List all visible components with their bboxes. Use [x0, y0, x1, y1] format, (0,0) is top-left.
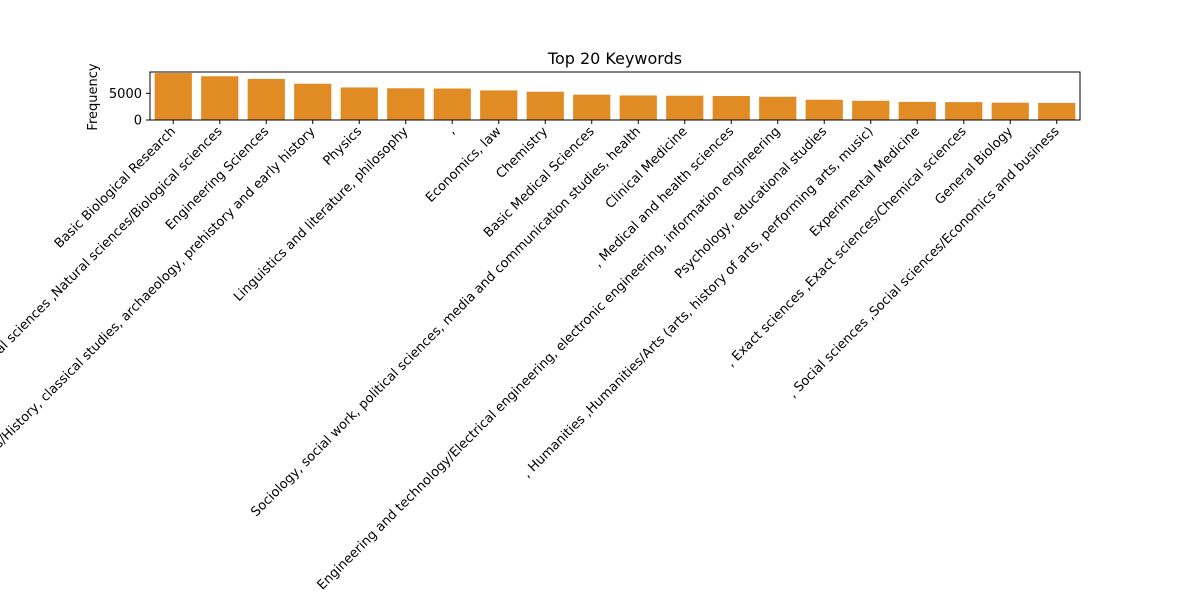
x-tick-label-15: , Humanities ,Humanities/Arts (arts, his…	[520, 124, 877, 481]
bar-11	[666, 95, 704, 120]
bar-15	[852, 100, 890, 120]
x-tick-label-5: Linguistics and literature, philosophy	[231, 124, 412, 305]
bar-7	[480, 90, 518, 120]
bar-1	[201, 76, 239, 120]
plot-frame	[149, 71, 1081, 121]
bar-4	[340, 87, 378, 120]
chart-title: Top 20 Keywords	[547, 49, 682, 68]
x-tick-label-7: Economics, law	[423, 124, 505, 206]
bar-18	[991, 102, 1029, 120]
x-tick-label-18: General Biology	[932, 124, 1016, 208]
y-axis-label: Frequency	[86, 63, 101, 130]
bar-16	[898, 101, 936, 120]
bars-layer	[154, 73, 1076, 120]
x-axis: Basic Biological Research, Natural scien…	[0, 120, 1063, 593]
bar-17	[945, 102, 983, 120]
bar-9	[573, 94, 611, 120]
y-tick-label-1: 5000	[109, 87, 142, 102]
bar-12	[712, 96, 750, 120]
x-tick-label-4: Physics	[320, 124, 365, 169]
x-tick-label-13: Engineering and technology/Electrical en…	[315, 124, 784, 593]
x-tick-label-6: ,	[445, 124, 459, 138]
y-tick-label-0: 0	[134, 114, 142, 129]
x-tick-label-11: Clinical Medicine	[603, 124, 691, 212]
bar-6	[433, 88, 471, 120]
bar-14	[805, 99, 843, 120]
bar-13	[759, 96, 797, 120]
y-axis: 0 5000	[109, 87, 150, 129]
bar-10	[619, 95, 657, 120]
bar-5	[387, 88, 425, 120]
bar-19	[1038, 102, 1076, 120]
bar-8	[526, 91, 564, 120]
bar-0	[154, 73, 192, 120]
bar-3	[294, 83, 332, 120]
bar-2	[247, 78, 285, 120]
